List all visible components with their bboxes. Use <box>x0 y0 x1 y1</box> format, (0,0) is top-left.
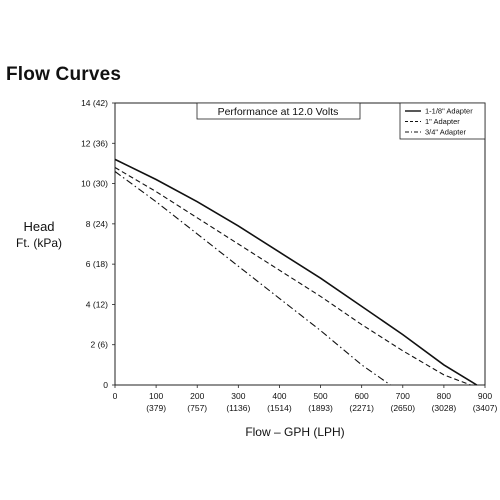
x-tick-label: 400 <box>272 391 286 401</box>
x-tick-sublabel: (1893) <box>308 403 333 413</box>
y-tick-label: 4 (12) <box>86 299 108 309</box>
y-tick-label: 0 <box>103 380 108 390</box>
series-line-3 <box>114 171 391 386</box>
y-axis-label: Head Ft. (kPa) <box>4 218 74 252</box>
annotation-text: Performance at 12.0 Volts <box>218 106 339 118</box>
series-layer <box>114 158 478 386</box>
x-tick-label: 900 <box>478 391 492 401</box>
x-tick-label: 800 <box>437 391 451 401</box>
y-tick-label: 14 (42) <box>81 98 108 108</box>
x-tick-sublabel: (757) <box>187 403 207 413</box>
x-tick-label: 300 <box>231 391 245 401</box>
series-line-1 <box>114 158 478 386</box>
legend-label-3: 3/4" Adapter <box>425 128 467 137</box>
y-tick-label: 12 (36) <box>81 138 108 148</box>
x-tick-sublabel: (379) <box>146 403 166 413</box>
y-tick-label: 10 (30) <box>81 179 108 189</box>
x-tick-sublabel: (1514) <box>267 403 292 413</box>
y-tick-label: 8 (24) <box>86 219 108 229</box>
x-tick-label: 500 <box>313 391 327 401</box>
x-tick-sublabel: (1136) <box>226 403 250 413</box>
x-axis-label: Flow – GPH (LPH) <box>245 425 345 439</box>
x-tick-sublabel: (3407) <box>473 403 498 413</box>
plot-frame <box>114 102 486 386</box>
y-tick-label: 2 (6) <box>91 340 109 350</box>
x-tick-label: 600 <box>355 391 369 401</box>
series-line-2 <box>114 167 471 386</box>
y-axis-label-line1: Head <box>23 219 55 234</box>
legend-label-2: 1" Adapter <box>425 117 460 126</box>
chart-title: Flow Curves <box>6 64 122 85</box>
x-tick-label: 700 <box>396 391 410 401</box>
x-tick-sublabel: (2650) <box>390 403 415 413</box>
x-tick-label: 0 <box>113 391 118 401</box>
x-tick-sublabel: (3028) <box>432 403 457 413</box>
annotation-frame <box>196 102 361 120</box>
x-tick-sublabel: (2271) <box>349 403 374 413</box>
legend-frame <box>399 102 486 140</box>
annotation-box: Performance at 12.0 Volts <box>196 102 361 120</box>
y-axis-label-line2: Ft. (kPa) <box>15 236 62 250</box>
ticks-layer: 0 100 (379) 200 (757) 300 (1136) 400 (1514) 500 (1… <box>81 98 497 413</box>
x-tick-label: 200 <box>190 391 204 401</box>
y-tick-label: 6 (18) <box>86 259 108 269</box>
x-tick-label: 100 <box>149 391 163 401</box>
legend-label-1: 1-1/8" Adapter <box>425 107 473 116</box>
